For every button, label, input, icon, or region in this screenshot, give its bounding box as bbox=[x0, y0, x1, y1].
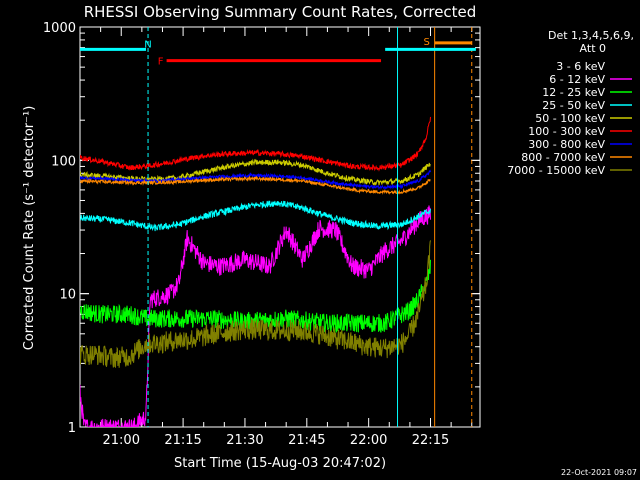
y-axis-label: Corrected Count Rate (s⁻¹ detector⁻¹) bbox=[22, 106, 37, 351]
series-line bbox=[80, 175, 431, 195]
series-line bbox=[150, 196, 431, 270]
chart-title: RHESSI Observing Summary Count Rates, Co… bbox=[84, 3, 477, 21]
legend-entry-label: 50 - 100 keV bbox=[535, 112, 605, 125]
series-line bbox=[80, 158, 431, 187]
legend-entry-label: 12 - 25 keV bbox=[542, 86, 605, 99]
x-axis-label: Start Time (15-Aug-03 20:47:02) bbox=[174, 456, 386, 471]
x-tick-label: 21:00 bbox=[103, 433, 140, 448]
flag-label: N bbox=[144, 39, 151, 50]
legend-entry-label: 800 - 7000 keV bbox=[521, 151, 605, 164]
series-line bbox=[80, 259, 431, 333]
series-line bbox=[80, 200, 431, 232]
x-tick-label: 21:45 bbox=[288, 433, 325, 448]
series-line bbox=[80, 116, 431, 172]
legend-title-line-1: Det 1,3,4,5,6,9, bbox=[548, 29, 634, 42]
legend-title-line-2: Att 0 bbox=[580, 42, 606, 55]
x-tick-label: 21:30 bbox=[226, 433, 263, 448]
series-line bbox=[80, 240, 431, 368]
plot-area: 1 10 100 1000 21:00 21:15 21:30 21:45 22:00 22:15… bbox=[43, 21, 481, 448]
y-tick-label: 10 bbox=[59, 288, 76, 303]
y-tick-label: 1000 bbox=[43, 21, 76, 36]
series-group bbox=[80, 116, 431, 427]
axes-frame bbox=[79, 26, 481, 428]
x-tick-label: 21:15 bbox=[164, 433, 201, 448]
legend-entry-label: 100 - 300 keV bbox=[528, 125, 605, 138]
flag-label: S bbox=[423, 37, 429, 48]
legend-entry-label: 7000 - 15000 keV bbox=[507, 164, 605, 177]
legend-entry-label: 25 - 50 keV bbox=[542, 99, 605, 112]
legend-entry-label: 3 - 6 keV bbox=[556, 60, 605, 73]
timestamp: 22-Oct-2021 09:07 bbox=[561, 468, 637, 477]
y-tick-label: 100 bbox=[51, 154, 76, 169]
flag-label: F bbox=[158, 57, 164, 68]
x-tick-label: 22:15 bbox=[412, 433, 449, 448]
legend-entry-label: 300 - 800 keV bbox=[528, 138, 605, 151]
legend-entry-label: 6 - 12 keV bbox=[549, 73, 605, 86]
x-tick-label: 22:00 bbox=[350, 433, 387, 448]
y-tick-label: 1 bbox=[68, 421, 76, 436]
series-line bbox=[80, 205, 431, 427]
